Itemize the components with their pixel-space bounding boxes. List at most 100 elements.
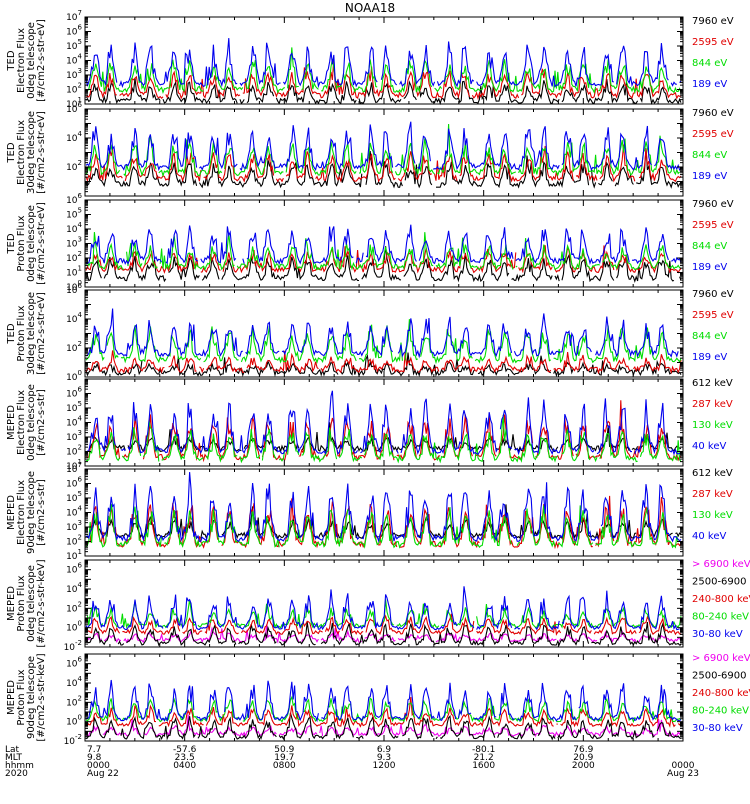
y-tick-exponent: 3 <box>78 67 82 75</box>
y-tick-label: 102 <box>66 600 82 614</box>
x-tick-lat: 6.9 <box>377 745 392 755</box>
y-tick-exponent: 2 <box>78 82 82 90</box>
x-tick-lat: -57.6 <box>173 745 197 755</box>
y-tick-label: 104 <box>66 221 82 235</box>
y-tick-label: 102 <box>66 534 82 548</box>
legend-entry: 130 keV <box>692 510 733 521</box>
y-axis-label-line: 90deg telescope <box>26 471 37 554</box>
x-tick-mlt: 23.5 <box>175 753 195 763</box>
legend-entry: 40 keV <box>692 441 726 452</box>
y-axis-label-line: 0deg telescope <box>26 22 37 99</box>
x-axis-row-label: hhmm <box>5 761 34 771</box>
legend-entry: 80-240 keV <box>692 706 749 717</box>
y-axis-label-line: Electron Flux <box>16 390 27 455</box>
y-axis-label-line: 30deg telescope <box>26 111 37 194</box>
series-7960-ev-line <box>85 246 682 283</box>
y-tick-label: 103 <box>66 236 82 250</box>
y-tick-label: 106 <box>66 386 82 400</box>
series-30-80-kev-line <box>85 679 682 723</box>
x-tick-hhmm: 0000 <box>672 761 695 771</box>
series-844-ev-line <box>85 232 682 271</box>
legend-entry: 2500-6900 <box>692 671 747 682</box>
y-axis-label-line: MEPED <box>6 405 17 440</box>
legend-entry: 612 keV <box>692 468 733 479</box>
legend-entry: 189 eV <box>692 171 727 182</box>
legend-entry: > 6900 keV <box>692 559 750 570</box>
y-axis-label-line: MEPED <box>6 680 17 715</box>
series-189-ev-line <box>85 121 682 172</box>
y-tick-exponent: 5 <box>78 490 82 498</box>
x-tick-mlt: 19.7 <box>274 753 294 763</box>
y-tick-exponent: 0 <box>78 279 82 287</box>
y-tick-label: 104 <box>66 53 82 67</box>
y-tick-exponent: 4 <box>78 581 83 589</box>
y-tick-exponent: 6 <box>78 101 83 109</box>
y-axis-label-line: MEPED <box>6 495 17 530</box>
y-tick-exponent: 0 <box>78 714 82 722</box>
legend-entry: 287 keV <box>692 489 733 500</box>
legend-entry: 287 keV <box>692 399 733 410</box>
y-tick-exponent: 4 <box>78 311 83 319</box>
y-tick-label: 105 <box>66 400 82 414</box>
y-tick-label: 106 <box>66 24 82 38</box>
x-tick-lat: 50.9 <box>274 745 294 755</box>
y-tick-label: 104 <box>66 311 82 325</box>
legend-entry: 189 eV <box>692 352 727 363</box>
x-tick-date: Aug 23 <box>667 769 699 779</box>
y-tick-exponent: 4 <box>78 221 83 229</box>
y-tick-label: 105 <box>66 207 82 221</box>
y-tick-exponent: 4 <box>78 53 83 61</box>
y-tick-label: 106 <box>66 656 82 670</box>
y-tick-label: 107 <box>66 9 82 23</box>
y-tick-exponent: 1 <box>78 265 82 273</box>
legend-entry: 7960 eV <box>692 108 734 119</box>
y-axis-label-line: TED <box>6 142 17 163</box>
series-40-kev-line <box>85 390 682 456</box>
series-189-ev-line <box>85 38 682 89</box>
legend-entry: 2595 eV <box>692 129 734 140</box>
series-40-kev-line <box>85 472 682 543</box>
y-axis-label-line: TED <box>6 233 17 254</box>
x-tick-mlt: 20.9 <box>573 753 593 763</box>
y-tick-label: 105 <box>66 38 82 52</box>
legend-entry: 240-800 keV <box>692 594 750 605</box>
y-tick-label: 106 <box>66 192 82 206</box>
legend-entry: 130 keV <box>692 420 733 431</box>
y-tick-label: 100 <box>66 369 82 383</box>
legend-entry: 612 keV <box>692 378 733 389</box>
y-axis-label-line: Electron Flux <box>16 120 27 185</box>
x-tick-lat: 7.7 <box>87 745 101 755</box>
legend-entry: 30-80 keV <box>692 629 743 640</box>
legend-entry: 30-80 keV <box>692 723 743 734</box>
y-tick-label: 102 <box>66 82 82 96</box>
legend-entry: 2595 eV <box>692 37 734 48</box>
series-7960-ev-line <box>85 148 682 189</box>
x-axis-row-label: MLT <box>5 753 23 763</box>
x-tick-date: Aug 22 <box>87 769 119 779</box>
y-axis-label-line: 0deg telescope <box>26 384 37 461</box>
y-tick-label: 105 <box>66 490 82 504</box>
x-tick-lat: 76.9 <box>573 745 593 755</box>
y-tick-exponent: 6 <box>78 656 83 664</box>
y-axis-label-line: Electron Flux <box>16 28 27 93</box>
series-2500-6900-line <box>85 712 682 741</box>
series-2500-6900-line <box>85 621 682 647</box>
legend-entry: 844 eV <box>692 150 727 161</box>
y-tick-label: 101 <box>66 265 82 279</box>
x-tick-lat: -80.1 <box>472 745 495 755</box>
legend-entry: 2595 eV <box>692 310 734 321</box>
legend-entry: 7960 eV <box>692 16 734 27</box>
series-189-ev-line <box>86 309 681 357</box>
y-tick-exponent: 5 <box>78 207 82 215</box>
y-tick-exponent: 4 <box>78 675 83 683</box>
series-130-kev-line <box>85 414 682 464</box>
y-axis-label-line: Electron Flux <box>16 480 27 545</box>
panel-7: 10-2 100 102 104 106 MEPED Proton Flux 0deg tel… <box>6 559 750 653</box>
y-axis-label-line: Proton Flux <box>16 669 27 725</box>
x-tick-mlt: 9.8 <box>87 753 102 763</box>
